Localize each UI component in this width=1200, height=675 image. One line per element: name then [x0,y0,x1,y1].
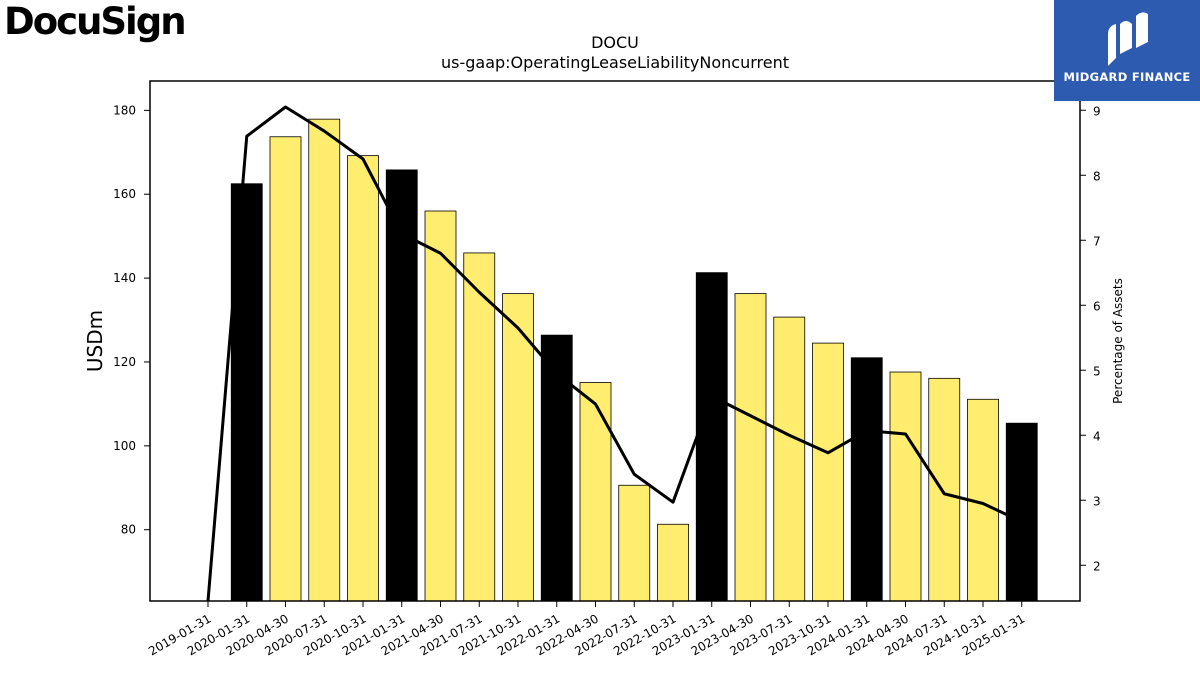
bar-2024-07-31 [928,377,961,602]
line-layer [206,105,1023,602]
y-tick-label: 180 [113,103,136,117]
bar-2021-07-31 [463,252,496,602]
bar-2020-01-31 [230,183,263,602]
bar-2023-01-31 [695,272,728,602]
y-tick-label: 100 [113,439,136,453]
y2-tick-label: 6 [1093,299,1101,313]
y2-tick-label: 2 [1093,559,1101,573]
bar-2022-04-30 [579,382,612,602]
plot-frame [149,80,1081,602]
y-tick-label: 160 [113,187,136,201]
bar-2022-07-31 [618,484,651,602]
bar-2020-10-31 [347,155,379,602]
bar-2021-01-31 [385,169,418,602]
bar-2022-01-31 [540,334,573,602]
bar-2020-04-30 [269,136,302,602]
y2-tick-label: 9 [1093,104,1101,118]
bar-2023-07-31 [773,316,806,602]
company-logo: DocuSign [4,0,187,43]
brand-badge: MIDGARD FINANCE [1054,0,1200,101]
bar-2024-04-30 [889,371,922,602]
bar-2023-04-30 [734,293,767,602]
y2-tick-label: 4 [1093,429,1101,443]
bar-2025-01-31 [1005,422,1038,602]
brand-name: MIDGARD FINANCE [1063,70,1191,84]
bar-2020-07-31 [308,118,341,602]
y2-tick-label: 7 [1093,234,1101,248]
bar-2023-10-31 [812,342,844,602]
bar-2021-10-31 [502,293,534,602]
chart-subtitle: us-gaap:OperatingLeaseLiabilityNoncurren… [441,53,789,72]
y2-axis-label: Percentage of Assets [1111,278,1125,404]
bar-2024-01-31 [850,357,883,602]
y-tick-label: 120 [113,355,136,369]
y-tick-label: 80 [121,523,136,537]
bar-2022-10-31 [657,523,689,602]
chart-title: DOCU [591,33,639,52]
bars-layer [230,118,1038,602]
percentage-of-assets-line [206,105,1023,602]
bar-2021-04-30 [424,210,457,602]
brand-mark-icon [1108,12,1148,66]
y2-tick-label: 8 [1093,169,1101,183]
y-axis-label: USDm [83,310,107,372]
y2-tick-label: 5 [1093,364,1101,378]
y-tick-label: 140 [113,271,136,285]
y2-tick-label: 3 [1093,494,1101,508]
